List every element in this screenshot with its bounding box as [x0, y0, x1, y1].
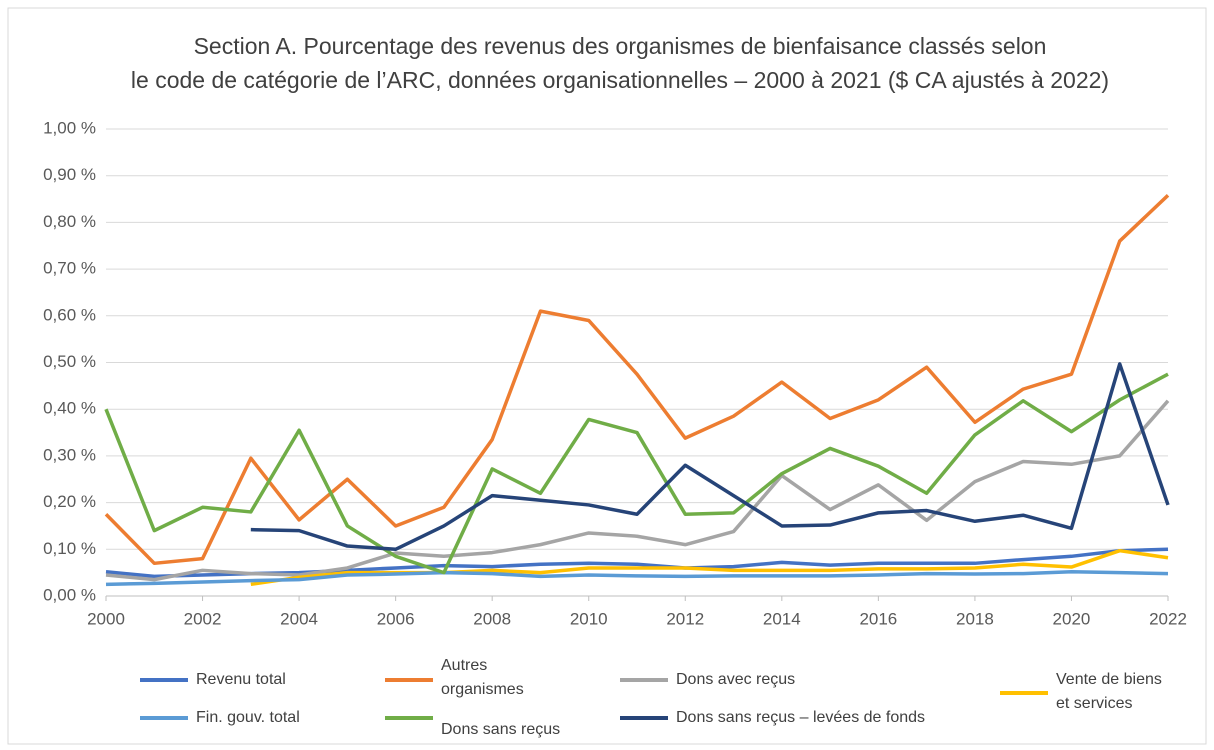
- chart-title: Section A. Pourcentage des revenus des o…: [194, 33, 1047, 59]
- chart-frame: [7, 7, 1207, 745]
- legend-label: Dons avec reçus: [676, 671, 796, 688]
- x-tick-label: 2012: [666, 609, 704, 628]
- x-tick-label: 2010: [570, 609, 608, 628]
- x-tick-label: 2018: [956, 609, 994, 628]
- y-tick-label: 0,30 %: [43, 445, 96, 464]
- x-tick-label: 2008: [473, 609, 511, 628]
- legend-label: Dons sans reçus: [441, 721, 561, 738]
- series-line: [250, 362, 1170, 552]
- x-tick-label: 2022: [1149, 609, 1187, 628]
- y-tick-label: 0,80 %: [43, 212, 96, 231]
- series-line: [104, 194, 1170, 566]
- x-tick-label: 2020: [1053, 609, 1091, 628]
- series-line: [104, 372, 1169, 575]
- x-tick-label: 2002: [184, 609, 222, 628]
- y-tick-label: 1,00 %: [43, 118, 96, 137]
- y-tick-label: 0,10 %: [43, 539, 96, 558]
- x-tick-label: 2000: [87, 609, 125, 628]
- x-tick-label: 2006: [377, 609, 415, 628]
- legend-label: Revenu total: [196, 671, 286, 688]
- x-tick-label: 2004: [280, 609, 318, 628]
- y-tick-label: 0,50 %: [43, 352, 96, 371]
- y-tick-label: 0,70 %: [43, 259, 96, 278]
- legend-label: Fin. gouv. total: [196, 709, 300, 726]
- legend-label: Vente de biens et services: [1056, 671, 1162, 712]
- y-tick-label: 0,40 %: [43, 399, 96, 418]
- x-tick-label: 2014: [763, 609, 801, 628]
- y-tick-label: 0,20 %: [43, 492, 96, 511]
- legend-label: Dons sans reçus – levées de fonds: [676, 709, 926, 726]
- y-tick-label: 0,60 %: [43, 305, 96, 324]
- legend-label: Autres organismes: [441, 657, 524, 698]
- chart-title: le code de catégorie de l’ARC, données o…: [131, 67, 1109, 93]
- series-line: [105, 569, 1169, 587]
- x-tick-label: 2016: [859, 609, 897, 628]
- y-tick-label: 0,00 %: [43, 585, 96, 604]
- y-tick-label: 0,90 %: [43, 165, 96, 184]
- series-line: [105, 399, 1170, 582]
